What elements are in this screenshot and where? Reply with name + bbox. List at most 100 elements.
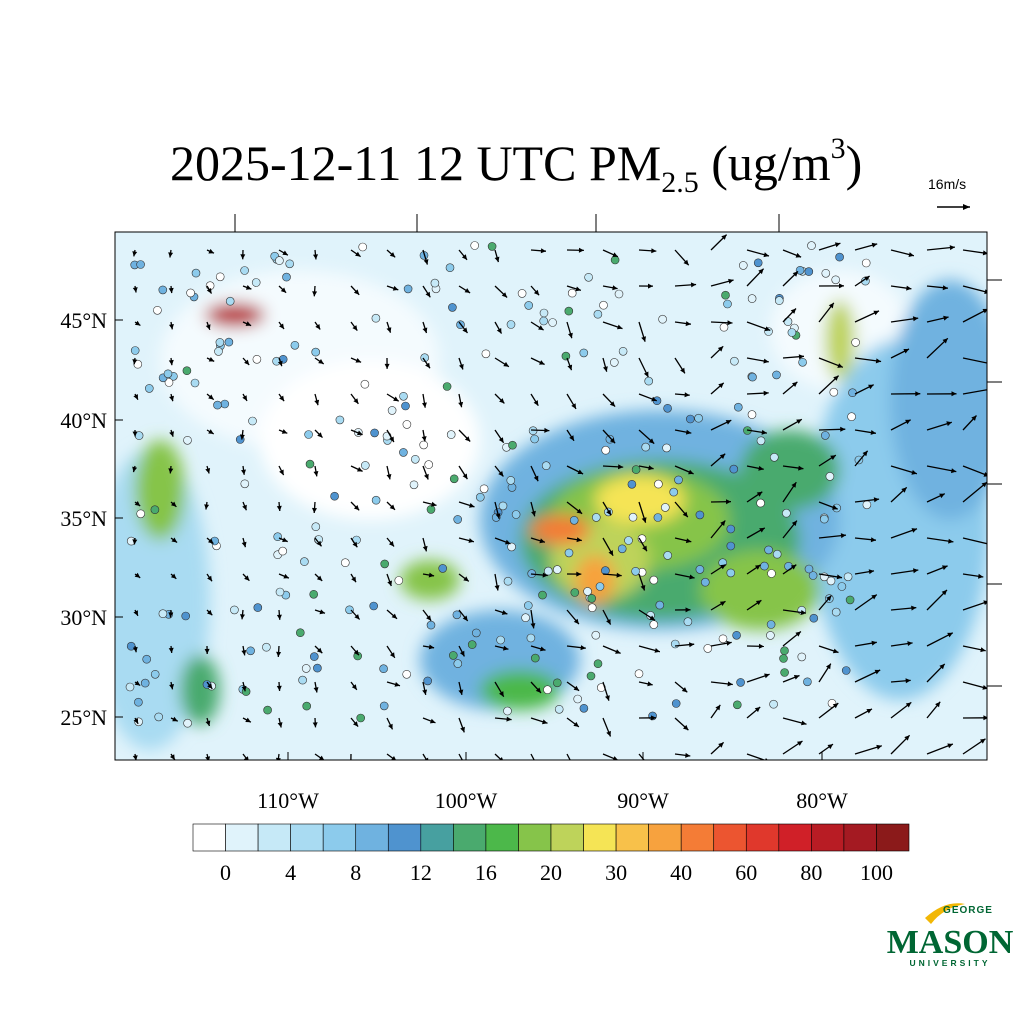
wind-vector-head bbox=[169, 431, 174, 437]
wind-vector-head bbox=[941, 589, 947, 596]
wind-vector-head bbox=[530, 623, 536, 629]
wind-vector-head bbox=[533, 400, 539, 406]
wind-vector-head bbox=[461, 761, 466, 767]
monitor-dot bbox=[601, 445, 611, 455]
colorbar-label: 16 bbox=[475, 860, 497, 885]
monitor-dot bbox=[593, 309, 603, 319]
monitor-dot bbox=[517, 289, 527, 298]
wind-vector-head bbox=[502, 645, 509, 651]
wind-vector-head bbox=[981, 482, 987, 488]
monitor-dot bbox=[831, 275, 841, 285]
wind-vector-head bbox=[576, 537, 582, 543]
monitor-dot bbox=[423, 676, 433, 686]
monitor-dot bbox=[345, 605, 354, 615]
monitor-dot bbox=[301, 664, 311, 673]
wind-vector-head bbox=[874, 669, 881, 675]
monitor-dot bbox=[732, 630, 741, 640]
wind-vector-head bbox=[429, 718, 436, 724]
map bbox=[115, 232, 987, 767]
wind-vector-head bbox=[725, 420, 732, 425]
monitor-dot bbox=[530, 653, 540, 663]
monitor-dot bbox=[671, 699, 681, 708]
wind-vector-head bbox=[315, 324, 321, 330]
monitor-dot bbox=[573, 694, 583, 704]
wind-vector-head bbox=[352, 541, 358, 548]
monitor-dot bbox=[733, 402, 743, 412]
wind-vector-head bbox=[984, 289, 987, 294]
monitor-dot bbox=[700, 577, 710, 587]
wind-vector-head bbox=[942, 565, 948, 571]
monitor-dot bbox=[631, 566, 640, 576]
wind-vector-head bbox=[983, 600, 987, 606]
colorbar-swatch bbox=[420, 823, 454, 852]
monitor-dot bbox=[311, 522, 321, 532]
monitor-dot bbox=[634, 669, 644, 679]
monitor-dot bbox=[861, 258, 871, 268]
monitor-dot bbox=[426, 620, 436, 630]
monitor-dot bbox=[726, 541, 736, 551]
wind-vector-head bbox=[870, 537, 876, 543]
wind-vector-head bbox=[911, 470, 917, 475]
wind-vector-head bbox=[168, 252, 174, 258]
monitor-dot bbox=[539, 316, 549, 326]
wind-vector-head bbox=[458, 364, 464, 370]
wind-vector-head bbox=[901, 487, 907, 493]
wind-vector-head bbox=[242, 395, 247, 401]
wind-vector-head bbox=[460, 726, 465, 733]
monitor-dot bbox=[760, 561, 769, 571]
monitor-dot bbox=[470, 241, 480, 250]
wind-vector-head bbox=[798, 354, 804, 360]
map-frame bbox=[114, 231, 988, 761]
monitor-dot bbox=[340, 558, 350, 568]
monitor-dot bbox=[134, 697, 143, 707]
monitor-dot bbox=[190, 378, 200, 388]
colorbar-swatch bbox=[811, 823, 845, 852]
colorbar-label: 4 bbox=[285, 860, 296, 885]
monitor-dot bbox=[302, 701, 312, 711]
wind-vector-head bbox=[204, 648, 210, 654]
wind-vector-head bbox=[939, 663, 945, 670]
wind-vector-head bbox=[134, 680, 141, 686]
wind-vector-head bbox=[605, 695, 610, 701]
wind-vector-head bbox=[464, 288, 471, 293]
monitor-dot bbox=[627, 479, 637, 489]
wind-vector-head bbox=[609, 401, 616, 407]
wind-vector-head bbox=[654, 648, 660, 653]
wind-vector-head bbox=[241, 650, 247, 656]
monitor-dot bbox=[729, 464, 739, 474]
monitor-dot bbox=[448, 303, 457, 312]
wind-vector-head bbox=[422, 402, 427, 408]
wind-vector-head bbox=[503, 361, 509, 367]
colorbar-label: 20 bbox=[540, 860, 562, 885]
wind-vector-head bbox=[355, 251, 361, 257]
monitor-dot bbox=[309, 589, 319, 599]
wind-vector-head bbox=[133, 718, 139, 724]
wind-vector-head bbox=[681, 687, 688, 693]
monitor-dot bbox=[240, 266, 249, 275]
wind-vector-head bbox=[423, 259, 429, 265]
wind-vector-head bbox=[348, 760, 353, 765]
wind-vector-head bbox=[837, 363, 843, 368]
wind-vector-head bbox=[542, 719, 548, 725]
wind-vector-head bbox=[982, 250, 987, 256]
monitor-dot bbox=[506, 320, 516, 329]
monitor-dot bbox=[564, 306, 574, 316]
wind-vector-head bbox=[907, 641, 913, 647]
monitor-dot bbox=[298, 675, 307, 685]
monitor-dot bbox=[442, 382, 452, 391]
monitor-dot bbox=[394, 576, 404, 585]
wind-vector-head bbox=[505, 539, 511, 545]
monitor-dot bbox=[552, 678, 562, 688]
wind-vector-head bbox=[726, 640, 732, 646]
wind-vector-head bbox=[132, 466, 138, 473]
wind-vector-head bbox=[839, 283, 844, 289]
wind-vector-head bbox=[728, 278, 734, 284]
wind-vector-head bbox=[204, 504, 210, 510]
monitor-dot bbox=[595, 582, 605, 591]
monitor-dot bbox=[543, 685, 552, 695]
monitor-dot bbox=[769, 699, 778, 709]
monitor-dot bbox=[498, 501, 508, 511]
wind-vector-head bbox=[132, 646, 138, 653]
wind-vector-head bbox=[134, 572, 141, 578]
wind-vector-head bbox=[208, 248, 214, 254]
